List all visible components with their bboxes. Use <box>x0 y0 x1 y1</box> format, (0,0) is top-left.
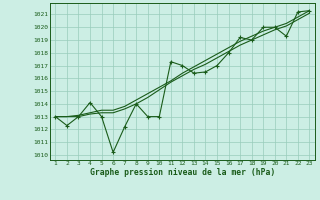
X-axis label: Graphe pression niveau de la mer (hPa): Graphe pression niveau de la mer (hPa) <box>90 168 275 177</box>
